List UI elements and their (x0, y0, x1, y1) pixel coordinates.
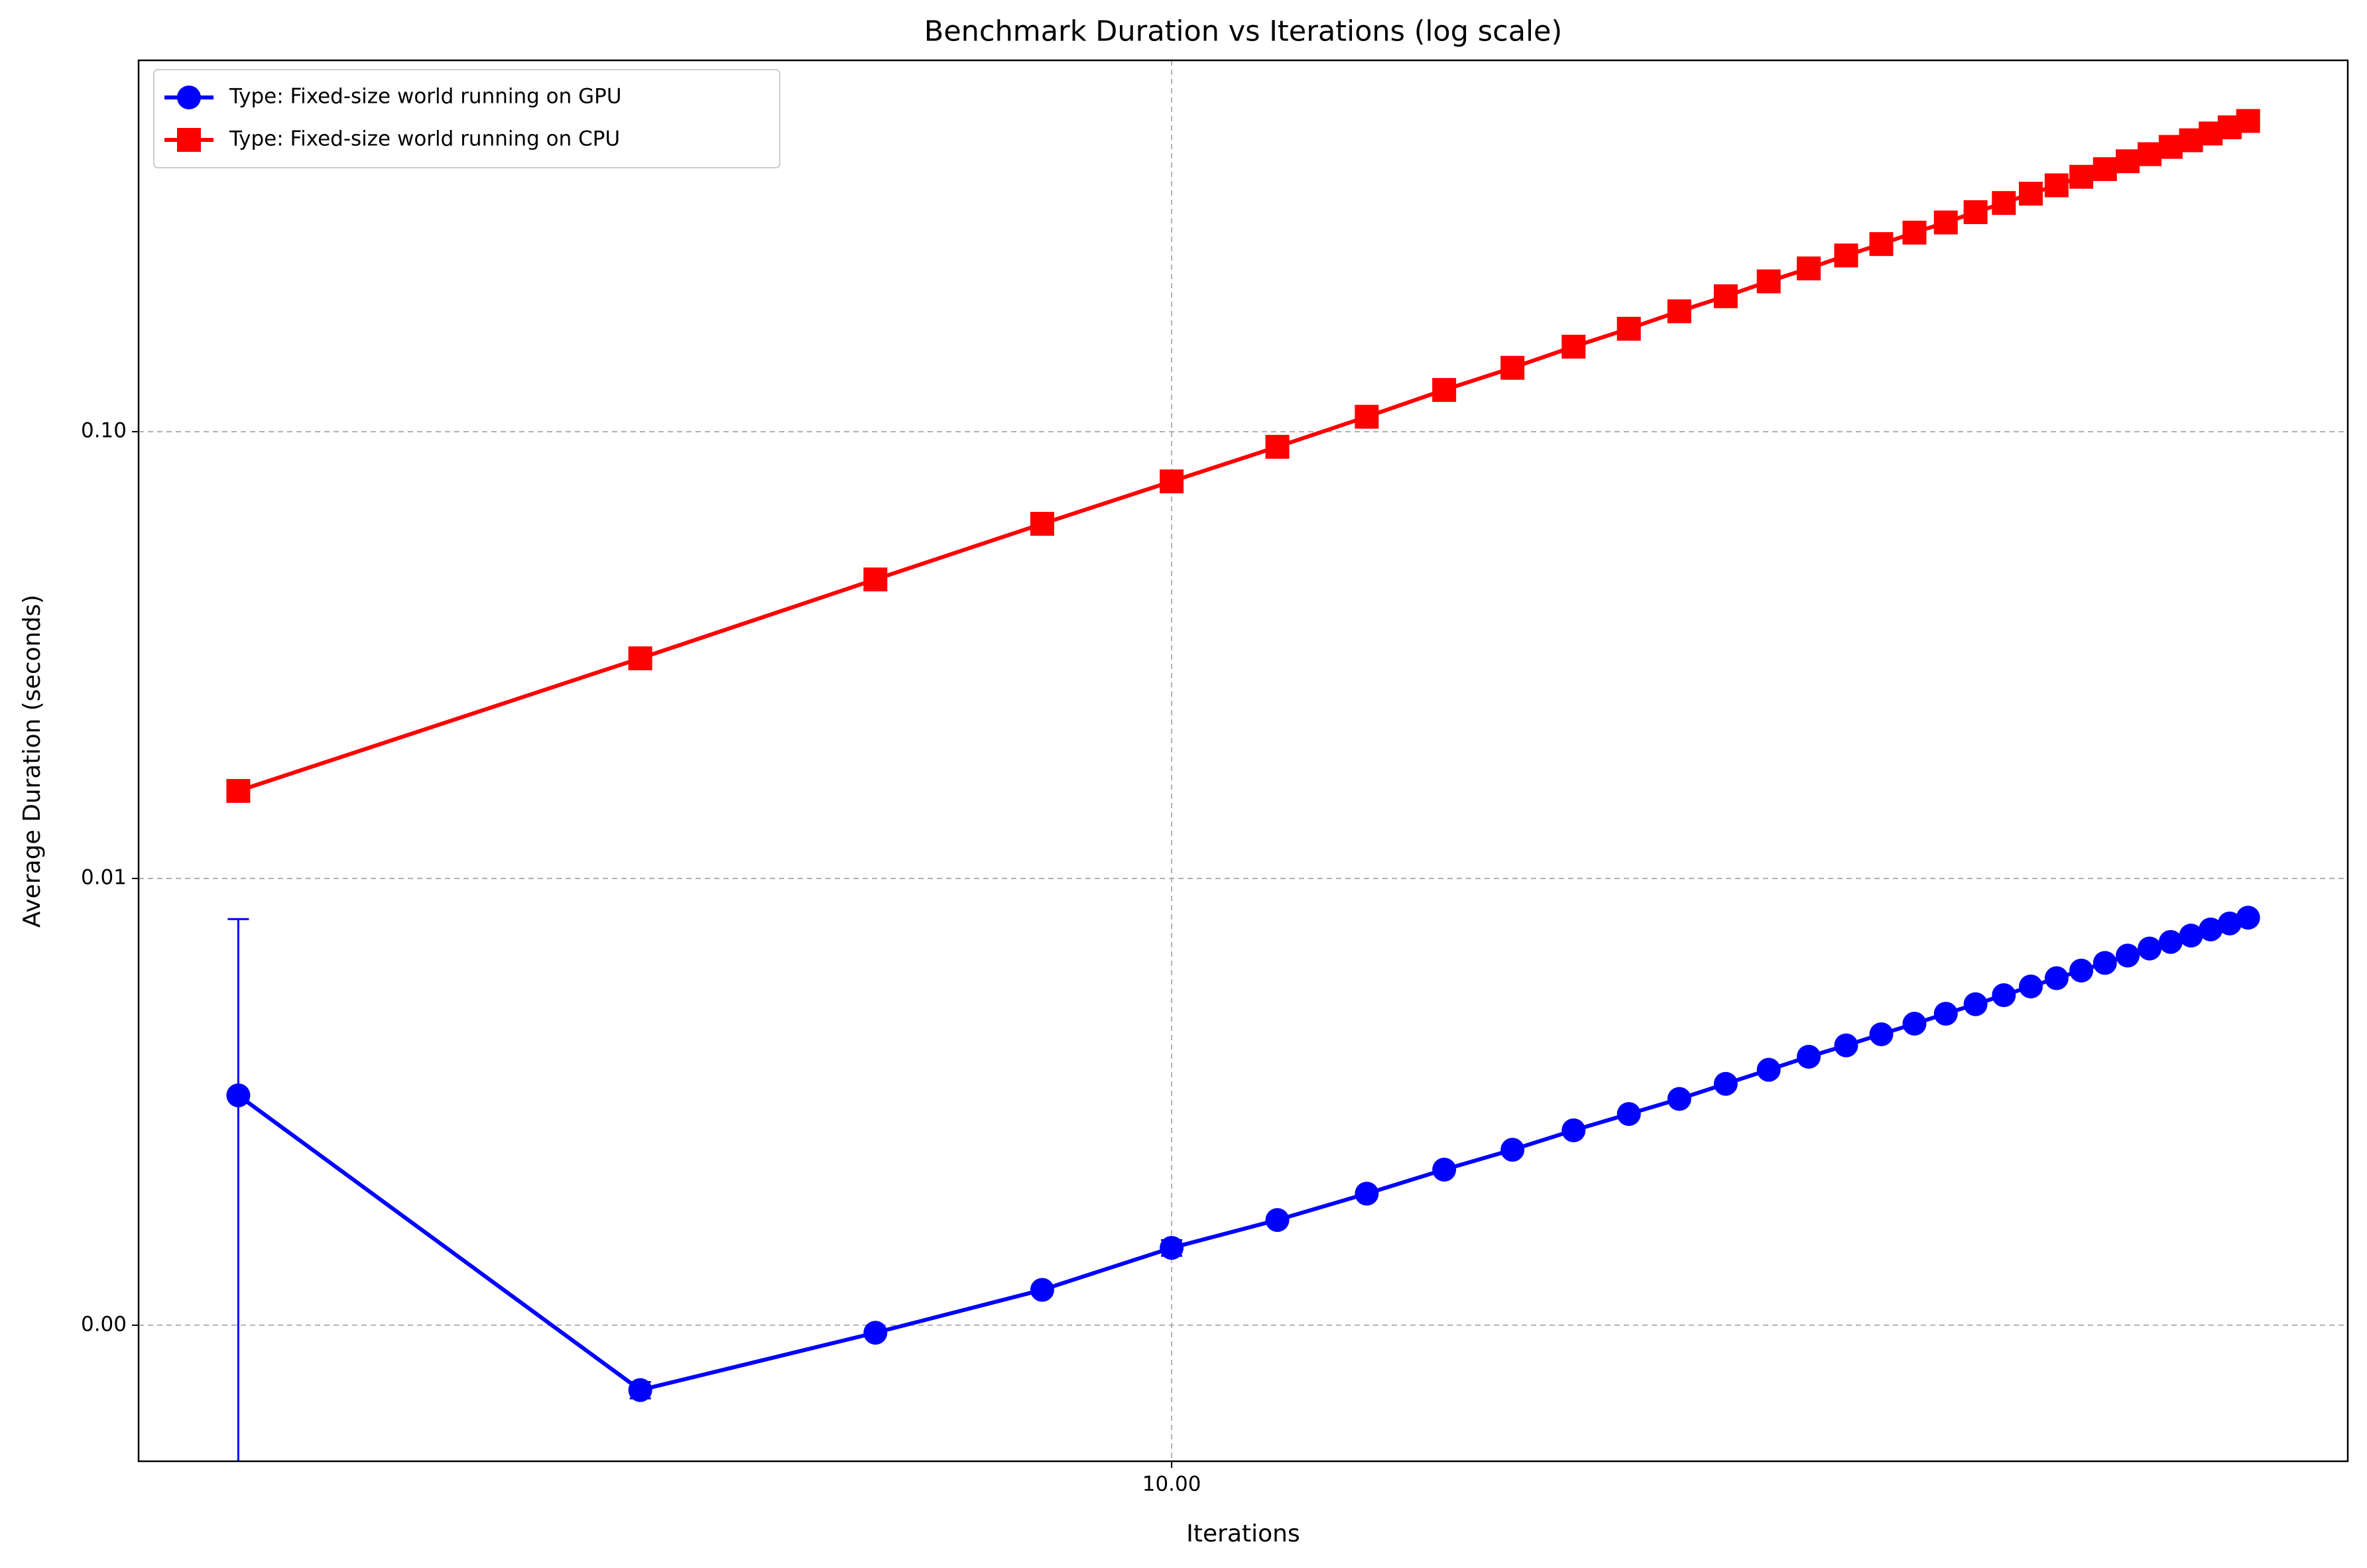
marker (1902, 1012, 1927, 1036)
marker (1667, 1087, 1691, 1111)
marker (2199, 917, 2223, 941)
x-axis-label: Iterations (1186, 1520, 1300, 1547)
marker (1756, 269, 1781, 294)
marker (863, 567, 888, 591)
marker (1869, 232, 1894, 257)
marker (1432, 1158, 1457, 1182)
marker (2138, 936, 2162, 961)
marker (1432, 378, 1457, 402)
marker (177, 128, 201, 152)
marker (2138, 142, 2162, 166)
marker (2236, 906, 2260, 930)
chart-title: Benchmark Duration vs Iterations (log sc… (924, 15, 1563, 48)
marker (2044, 966, 2069, 991)
x-tick-label: 10.00 (1142, 1473, 1201, 1496)
legend-label: Type: Fixed-size world running on CPU (229, 127, 620, 151)
marker (1992, 983, 2016, 1007)
axes-frame (137, 59, 2349, 1463)
marker (628, 646, 652, 670)
marker (226, 778, 251, 803)
marker (2018, 182, 2043, 206)
legend-box (153, 69, 780, 168)
marker (1561, 334, 1586, 359)
marker (1561, 1118, 1586, 1142)
marker (1933, 210, 1958, 235)
marker (1355, 404, 1379, 429)
marker (2158, 135, 2183, 159)
marker (2069, 958, 2094, 983)
marker (1500, 355, 1525, 380)
marker (863, 1321, 888, 1345)
marker (1616, 1102, 1641, 1126)
marker (2116, 943, 2140, 968)
marker (1713, 284, 1738, 308)
plot-area (226, 109, 2260, 1461)
marker (628, 1378, 652, 1402)
y-tick-label: 0.10 (81, 419, 127, 443)
marker (1902, 220, 1927, 245)
marker (2018, 974, 2043, 998)
marker (1796, 256, 1821, 280)
marker (1869, 1022, 1894, 1046)
marker (2236, 109, 2260, 133)
marker (1963, 992, 1988, 1016)
marker (1933, 1001, 1958, 1026)
marker (1756, 1057, 1781, 1082)
legend-label: Type: Fixed-size world running on GPU (229, 85, 622, 109)
marker (2179, 924, 2203, 948)
marker (2116, 149, 2140, 174)
marker (1500, 1138, 1525, 1162)
marker (1265, 1208, 1290, 1233)
marker (177, 86, 201, 109)
marker (226, 1083, 251, 1108)
marker (1030, 1278, 1054, 1302)
marker (2093, 951, 2117, 975)
y-axis-label: Average Duration (seconds) (19, 595, 46, 928)
marker (1963, 200, 1988, 225)
marker (1834, 1033, 1858, 1057)
marker (1355, 1181, 1379, 1206)
marker (1160, 469, 1184, 494)
y-tick-label: 0.01 (81, 865, 127, 889)
marker (1796, 1044, 1821, 1069)
marker (2093, 157, 2117, 182)
marker (1030, 512, 1054, 536)
marker (1667, 299, 1691, 324)
marker (2069, 164, 2094, 189)
marker (1265, 434, 1290, 459)
marker (1616, 316, 1641, 341)
marker (1834, 243, 1858, 268)
marker (1992, 191, 2016, 215)
marker (2158, 930, 2183, 954)
marker (1160, 1236, 1184, 1260)
y-tick-label: 0.00 (81, 1312, 127, 1336)
marker (2217, 911, 2242, 935)
marker (1713, 1071, 1738, 1096)
marker (2044, 173, 2069, 198)
